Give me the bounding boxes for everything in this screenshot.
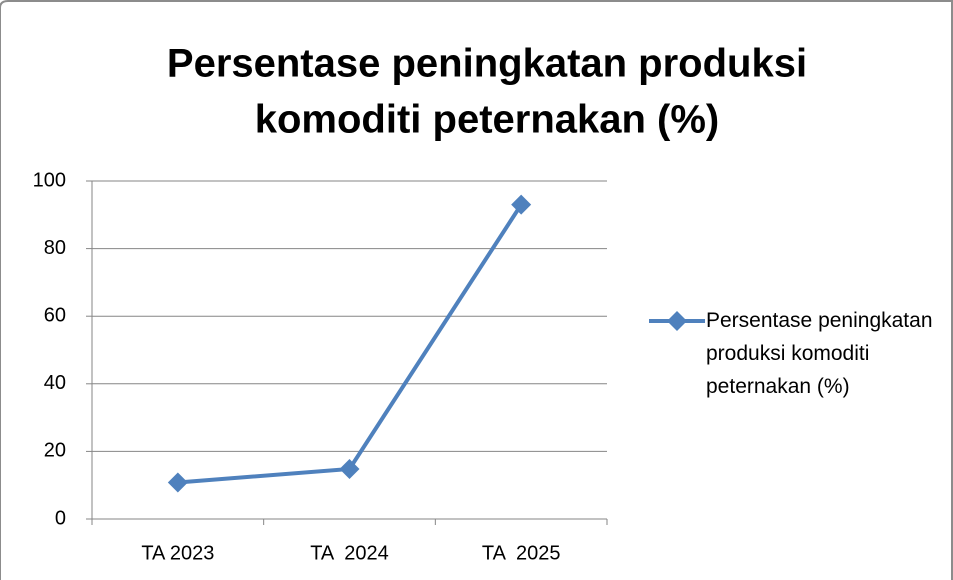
y-tick-label: 80 bbox=[44, 237, 66, 259]
legend-label-box: Persentase peningkatan produksi komoditi… bbox=[706, 309, 933, 398]
series-line bbox=[177, 203, 523, 485]
y-tick-label: 100 bbox=[33, 169, 66, 191]
chart-title: Persentase peningkatan produksi bbox=[167, 42, 807, 86]
x-tick-label: TA 2023 bbox=[141, 542, 214, 564]
y-tick-label: 0 bbox=[55, 507, 66, 529]
data-point bbox=[339, 458, 360, 479]
chart-title: komoditi peternakan (%) bbox=[255, 98, 720, 142]
x-tick-label: TA 2024 bbox=[310, 542, 389, 564]
data-point bbox=[511, 194, 532, 215]
y-tick-label: 40 bbox=[44, 372, 66, 394]
legend-label: Persentase peningkatan produksi komoditi… bbox=[706, 309, 933, 398]
x-tick-label: TA 2025 bbox=[482, 542, 561, 564]
y-tick-label: 20 bbox=[44, 440, 66, 462]
data-point bbox=[167, 472, 188, 493]
y-tick-label: 60 bbox=[44, 304, 66, 326]
legend-marker bbox=[667, 311, 687, 331]
